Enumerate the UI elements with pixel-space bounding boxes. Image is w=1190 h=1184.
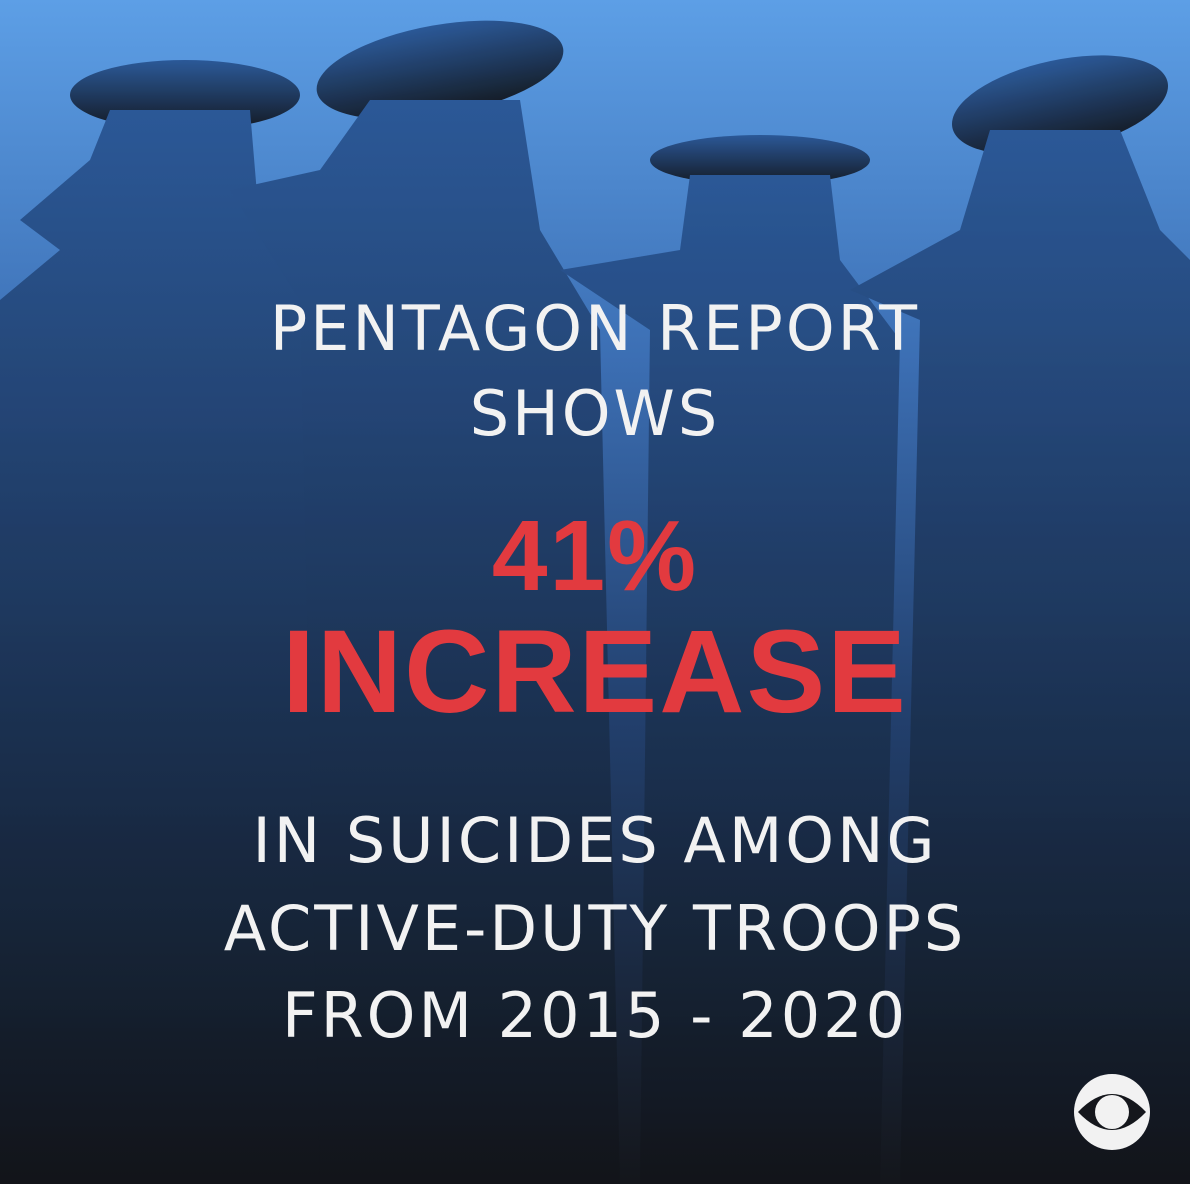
body-line: ACTIVE-DUTY TROOPS <box>224 892 967 965</box>
logo <box>1074 1074 1150 1150</box>
headline-line: PENTAGON REPORT <box>270 292 920 365</box>
silhouettes <box>0 20 1190 1184</box>
stat-value: 41% <box>492 500 698 612</box>
body-line: FROM 2015 - 2020 <box>282 979 908 1052</box>
stat-label: INCREASE <box>282 606 908 738</box>
headline-line: SHOWS <box>470 377 720 450</box>
body-line: IN SUICIDES AMONG <box>252 804 937 877</box>
